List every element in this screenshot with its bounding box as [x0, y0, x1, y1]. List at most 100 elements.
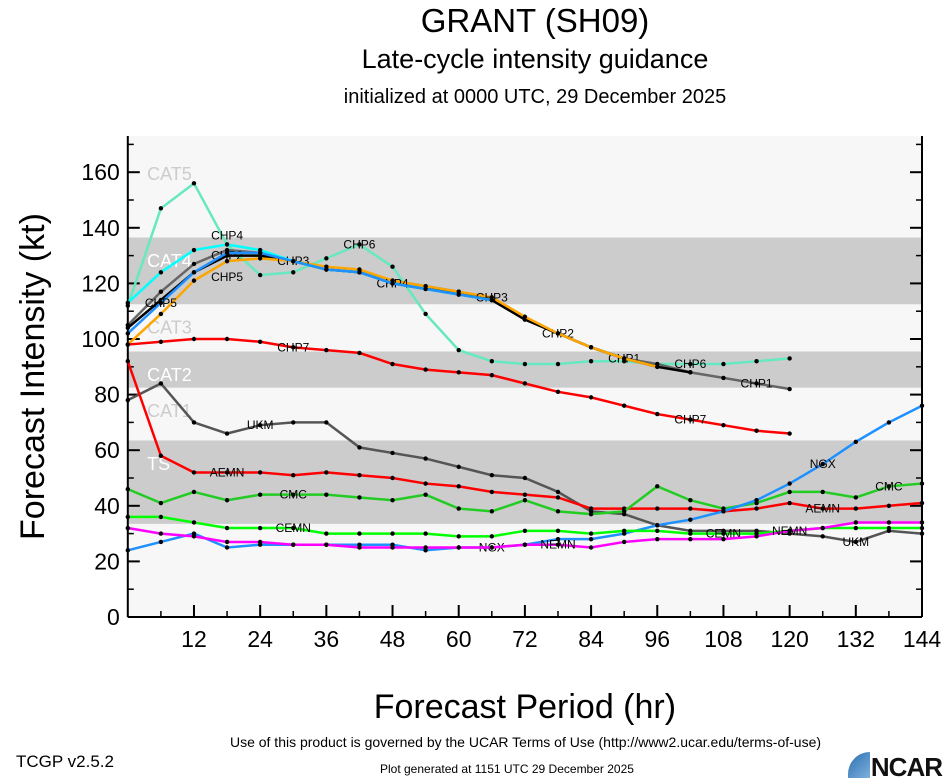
series-label: CMC — [280, 488, 308, 502]
data-point — [853, 520, 859, 525]
series-label: CHP7 — [277, 340, 309, 354]
series-label: CHP5 — [211, 270, 243, 284]
data-point — [191, 270, 197, 275]
data-point — [919, 403, 925, 408]
data-point — [158, 381, 164, 386]
series-nemn: NEMN NEMN — [125, 520, 925, 552]
data-point — [224, 336, 230, 342]
generated-time: Plot generated at 1151 UTC 29 December 2… — [380, 762, 634, 776]
data-point — [721, 375, 726, 381]
category-label: CAT3 — [147, 318, 192, 338]
x-tick-label: 60 — [446, 626, 472, 652]
data-point — [423, 492, 428, 497]
data-point — [853, 539, 859, 545]
data-point — [423, 481, 428, 486]
x-tick-label: 120 — [770, 626, 808, 652]
data-point — [489, 545, 495, 550]
y-tick-label: 120 — [81, 270, 119, 296]
data-point — [324, 531, 329, 536]
data-point — [158, 270, 164, 275]
data-point — [158, 311, 164, 317]
data-point — [191, 520, 197, 525]
data-point — [919, 500, 925, 506]
data-point — [423, 456, 428, 461]
data-point — [390, 545, 395, 550]
data-point — [588, 545, 594, 550]
data-point — [125, 486, 130, 492]
data-point — [721, 536, 726, 542]
data-point — [158, 300, 164, 306]
data-point — [588, 506, 594, 511]
series-chp5: CHP5 CHP5 — [125, 250, 495, 336]
data-point — [489, 534, 495, 539]
data-point — [158, 539, 164, 545]
data-point — [886, 520, 892, 525]
data-point — [621, 509, 627, 514]
data-point — [588, 395, 594, 400]
data-point — [324, 420, 329, 425]
data-point — [754, 506, 759, 511]
data-point — [224, 539, 230, 545]
data-point — [390, 281, 395, 286]
data-point — [456, 506, 461, 511]
x-tick-label: 48 — [380, 626, 406, 652]
data-point — [588, 536, 594, 542]
x-tick-label: 36 — [314, 626, 340, 652]
data-point — [390, 498, 395, 503]
x-tick-label: 84 — [578, 626, 604, 652]
data-point — [357, 531, 362, 536]
data-point — [125, 514, 130, 520]
data-point — [754, 359, 759, 364]
data-point — [390, 450, 395, 456]
data-point — [158, 206, 164, 211]
data-point — [291, 492, 296, 497]
data-point — [125, 397, 130, 403]
data-point — [257, 256, 263, 261]
data-point — [886, 503, 892, 508]
data-point — [158, 289, 164, 294]
data-point — [655, 364, 660, 369]
y-tick-label: 140 — [81, 215, 119, 241]
series-label: CHP6 — [674, 357, 706, 371]
data-point — [721, 509, 726, 514]
data-point — [655, 411, 660, 417]
category-label: CAT5 — [147, 164, 192, 184]
data-point — [555, 536, 561, 542]
y-tick-label: 100 — [81, 326, 119, 352]
data-point — [522, 542, 528, 547]
category-band — [127, 440, 923, 524]
y-tick-label: 0 — [107, 604, 120, 630]
data-point — [787, 481, 792, 486]
data-point — [655, 484, 660, 489]
data-point — [886, 484, 892, 489]
series-label: CEMN — [706, 527, 741, 541]
data-point — [555, 542, 561, 547]
data-point — [721, 531, 726, 536]
data-point — [191, 181, 197, 186]
data-point — [423, 286, 428, 292]
data-point — [224, 498, 230, 503]
x-axis-label: Forecast Period (hr) — [374, 688, 676, 726]
data-point — [158, 514, 164, 520]
data-point — [555, 331, 561, 336]
data-point — [291, 542, 296, 547]
data-point — [357, 473, 362, 478]
data-point — [820, 534, 825, 539]
data-point — [621, 356, 627, 361]
data-point — [555, 528, 561, 534]
data-point — [754, 381, 759, 386]
data-point — [224, 470, 230, 475]
data-point — [390, 264, 395, 269]
data-point — [688, 517, 693, 522]
data-point — [555, 509, 561, 514]
data-point — [456, 370, 461, 375]
series-label: CHP6 — [343, 237, 375, 251]
data-point — [191, 420, 197, 425]
data-point — [456, 534, 461, 539]
series-cmc: CMC CMC — [125, 479, 925, 517]
data-point — [357, 545, 362, 550]
data-point — [820, 489, 825, 495]
data-point — [324, 347, 329, 353]
data-point — [423, 531, 428, 536]
data-point — [125, 325, 130, 331]
